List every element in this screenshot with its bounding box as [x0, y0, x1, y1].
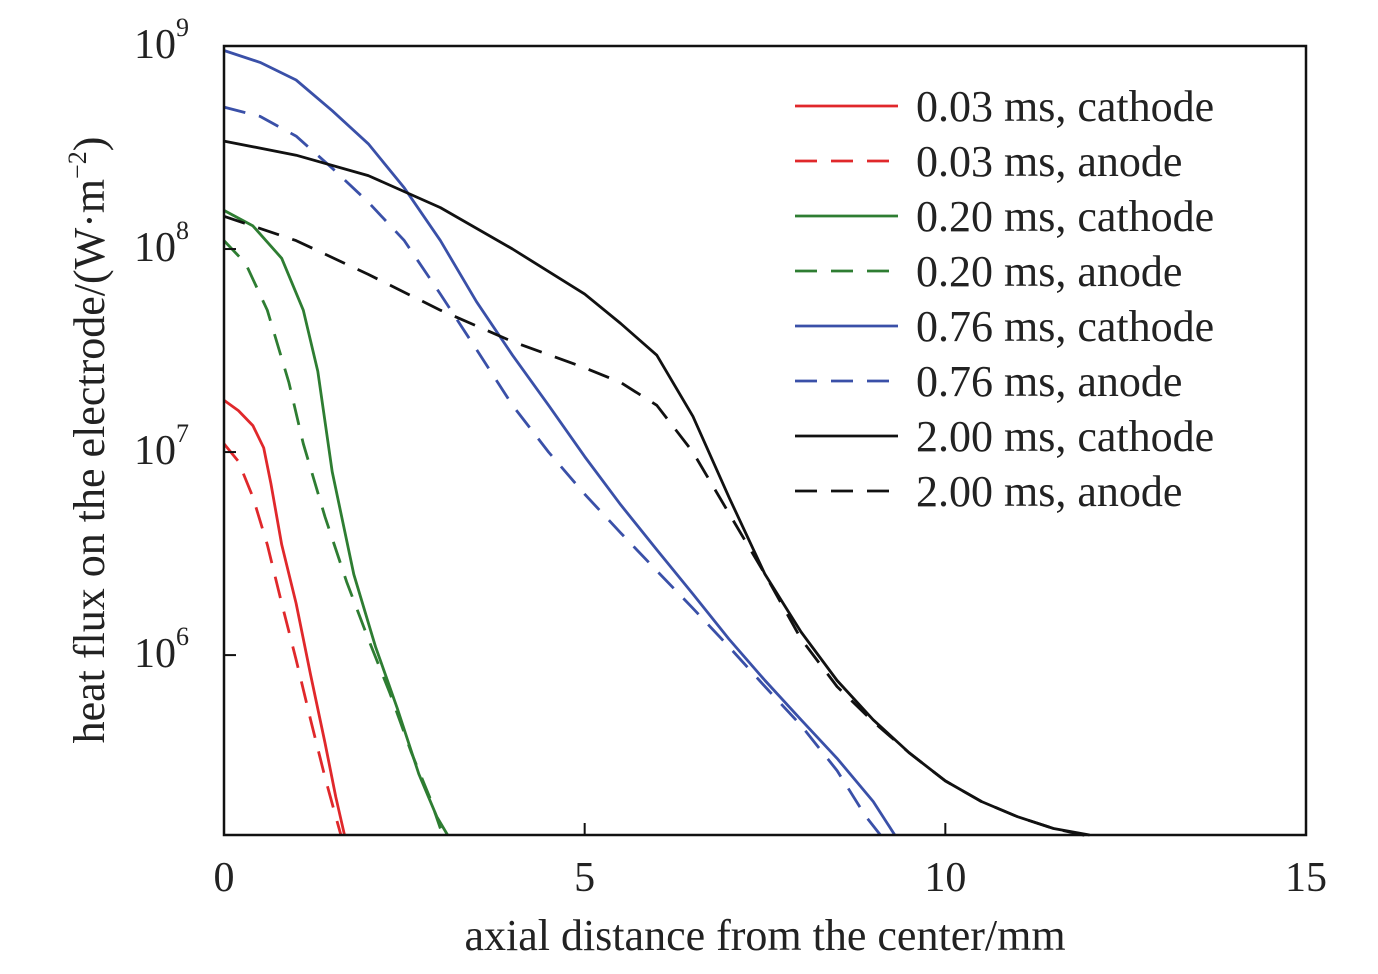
- y-tick-exponent: 6: [176, 622, 189, 651]
- y-tick-exponent: 8: [176, 216, 189, 245]
- series-line-6: [223, 105, 882, 836]
- x-tick-label: 5: [574, 855, 595, 901]
- legend-label: 0.20 ms, anode: [916, 247, 1182, 296]
- y-tick-base: 10: [134, 631, 176, 677]
- legend-label: 0.20 ms, cathode: [916, 192, 1214, 241]
- x-tick-label: 0: [214, 855, 235, 901]
- legend-label: 0.03 ms, anode: [916, 137, 1182, 186]
- y-axis-title-main: heat flux on the electrode/(W·m: [65, 179, 114, 743]
- x-ticks: 0 5 10 15: [214, 823, 1327, 901]
- y-axis-title-close: ): [65, 137, 114, 152]
- legend: 0.03 ms, cathode 0.03 ms, anode 0.20 ms, c…: [795, 82, 1214, 516]
- x-tick-label: 10: [924, 855, 966, 901]
- series-line-3: [223, 209, 449, 836]
- plot-lines: [222, 49, 1090, 838]
- series-line-8: [223, 214, 1090, 838]
- y-axis-title: heat flux on the electrode/(W·m−2): [63, 137, 114, 744]
- y-tick-label: 108: [134, 216, 189, 271]
- series-line-2: [222, 442, 343, 836]
- y-tick-exponent: 9: [176, 13, 189, 42]
- legend-label: 0.03 ms, cathode: [916, 82, 1214, 131]
- y-tick-label: 107: [134, 419, 189, 474]
- x-tick-label: 15: [1285, 855, 1327, 901]
- legend-label: 2.00 ms, anode: [916, 467, 1182, 516]
- series-line-5: [223, 49, 896, 836]
- y-tick-label: 109: [134, 13, 189, 68]
- y-axis-title-exponent: −2: [63, 151, 92, 179]
- series-line-4: [222, 239, 442, 829]
- legend-label: 0.76 ms, anode: [916, 357, 1182, 406]
- y-tick-label: 106: [134, 622, 189, 677]
- y-tick-base: 10: [134, 225, 176, 271]
- legend-label: 2.00 ms, cathode: [916, 412, 1214, 461]
- legend-label: 0.76 ms, cathode: [916, 302, 1214, 351]
- y-tick-base: 10: [134, 428, 176, 474]
- series-line-1: [223, 399, 346, 836]
- y-tick-exponent: 7: [176, 419, 189, 448]
- axes-frame: [222, 44, 1308, 837]
- y-tick-base: 10: [134, 22, 176, 68]
- x-axis-title: axial distance from the center/mm: [464, 911, 1065, 960]
